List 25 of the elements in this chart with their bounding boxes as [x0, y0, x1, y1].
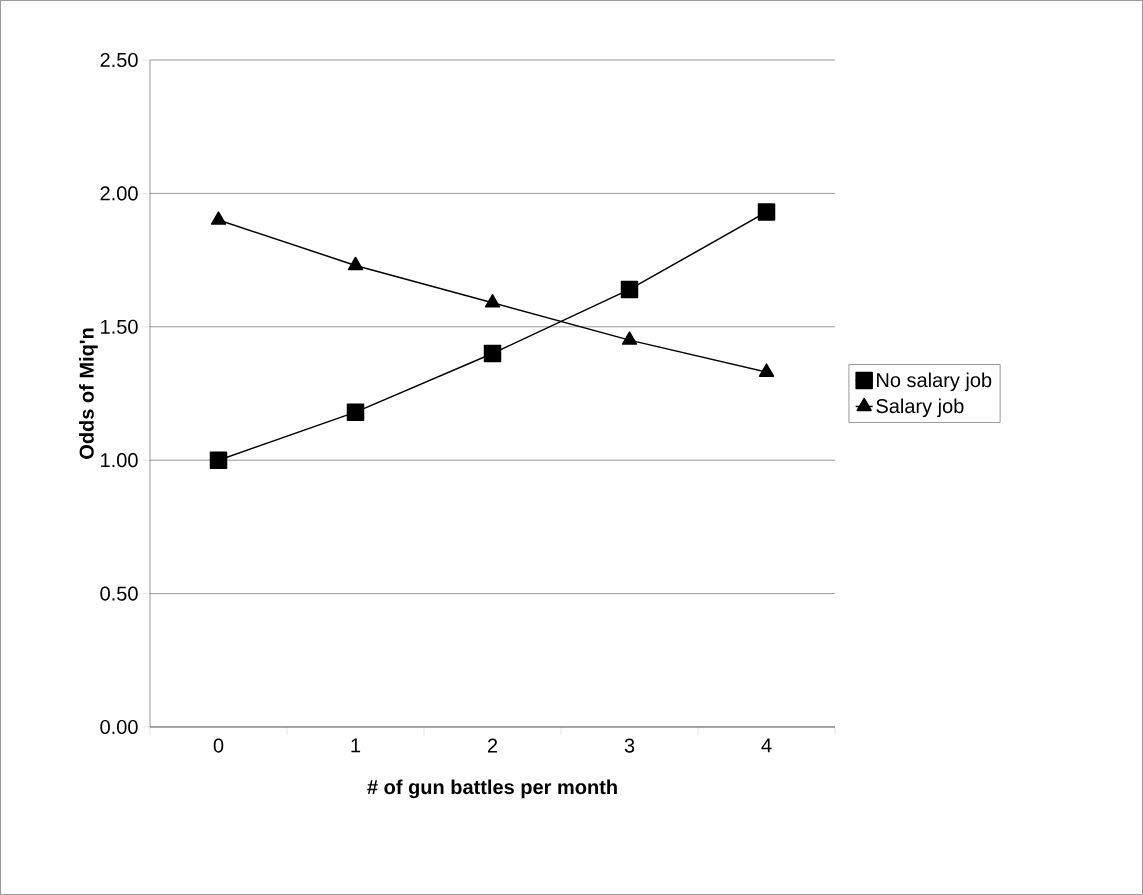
y-tick-label: 2.00 — [100, 186, 138, 201]
x-tick-label: 4 — [761, 738, 772, 753]
point — [620, 280, 639, 299]
x-tick-label: 2 — [487, 738, 498, 753]
point — [621, 331, 638, 345]
x-axis-title: # of gun battles per month — [367, 779, 617, 799]
x-tick-label: 1 — [351, 738, 361, 753]
y-tick-label: 0.00 — [100, 719, 138, 735]
point — [347, 256, 364, 271]
y-tick-label: 1.50 — [101, 319, 138, 334]
point — [484, 294, 501, 308]
y-tick-label: 1.00 — [101, 453, 138, 468]
point — [346, 403, 365, 421]
x-tick-label: 0 — [213, 738, 224, 753]
point — [757, 203, 776, 221]
y-tick-label: 2.50 — [100, 52, 138, 68]
point — [483, 344, 502, 363]
legend-label: Salary job — [876, 398, 964, 418]
y-axis-title: Odds of Miq'n — [79, 328, 98, 459]
point — [209, 451, 228, 469]
point — [758, 363, 775, 377]
point — [210, 211, 227, 225]
x-tick-label: 3 — [624, 738, 635, 753]
y-tick-label: 0.50 — [100, 586, 138, 601]
legend-label: No salary job — [877, 372, 992, 392]
